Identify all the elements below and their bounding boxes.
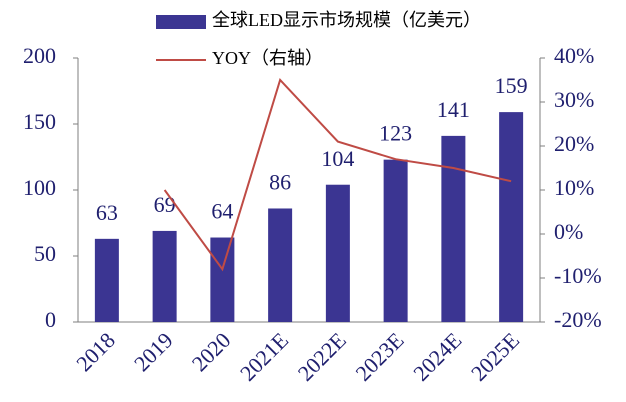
x-tick-label: 2020	[187, 327, 236, 376]
bar	[499, 112, 524, 323]
y2-tick-label: 40%	[554, 43, 594, 68]
data-label: 123	[379, 121, 412, 146]
x-tick-label: 2021E	[235, 327, 293, 385]
bar	[325, 184, 350, 322]
y-tick-label: 100	[23, 175, 56, 200]
data-label: 159	[495, 73, 528, 98]
data-label: 104	[321, 146, 354, 171]
y2-tick-label: -20%	[554, 307, 602, 332]
x-tick-label: 2019	[129, 327, 178, 376]
data-label: 141	[437, 97, 470, 122]
y-tick-label: 0	[45, 307, 56, 332]
x-tick-label: 2022E	[293, 327, 351, 385]
bar	[383, 159, 408, 322]
legend-label: 全球LED显示市场规模（亿美元）	[212, 10, 481, 30]
legend-label: YOY（右轴）	[212, 48, 323, 68]
bar	[268, 208, 293, 322]
data-label: 63	[96, 200, 118, 225]
y-tick-label: 150	[23, 109, 56, 134]
line	[163, 78, 512, 272]
y-tick-label: 200	[23, 43, 56, 68]
y-tick-label: 50	[34, 241, 56, 266]
x-tick-label: 2018	[71, 327, 120, 376]
y2-tick-label: -10%	[554, 263, 602, 288]
bar	[441, 135, 466, 322]
y2-tick-label: 20%	[554, 131, 594, 156]
x-tick-label: 2023E	[350, 327, 408, 385]
y2-tick-label: 0%	[554, 219, 583, 244]
data-label: 64	[211, 199, 233, 224]
x-tick-label: 2025E	[466, 327, 524, 385]
bar	[210, 237, 235, 322]
legend-swatch	[156, 15, 206, 29]
y2-tick-label: 30%	[554, 87, 594, 112]
x-tick-label: 2024E	[408, 327, 466, 385]
data-label: 86	[269, 170, 291, 195]
y2-tick-label: 10%	[554, 175, 594, 200]
bar	[152, 230, 177, 322]
bar	[94, 238, 119, 322]
data-label: 69	[154, 192, 176, 217]
